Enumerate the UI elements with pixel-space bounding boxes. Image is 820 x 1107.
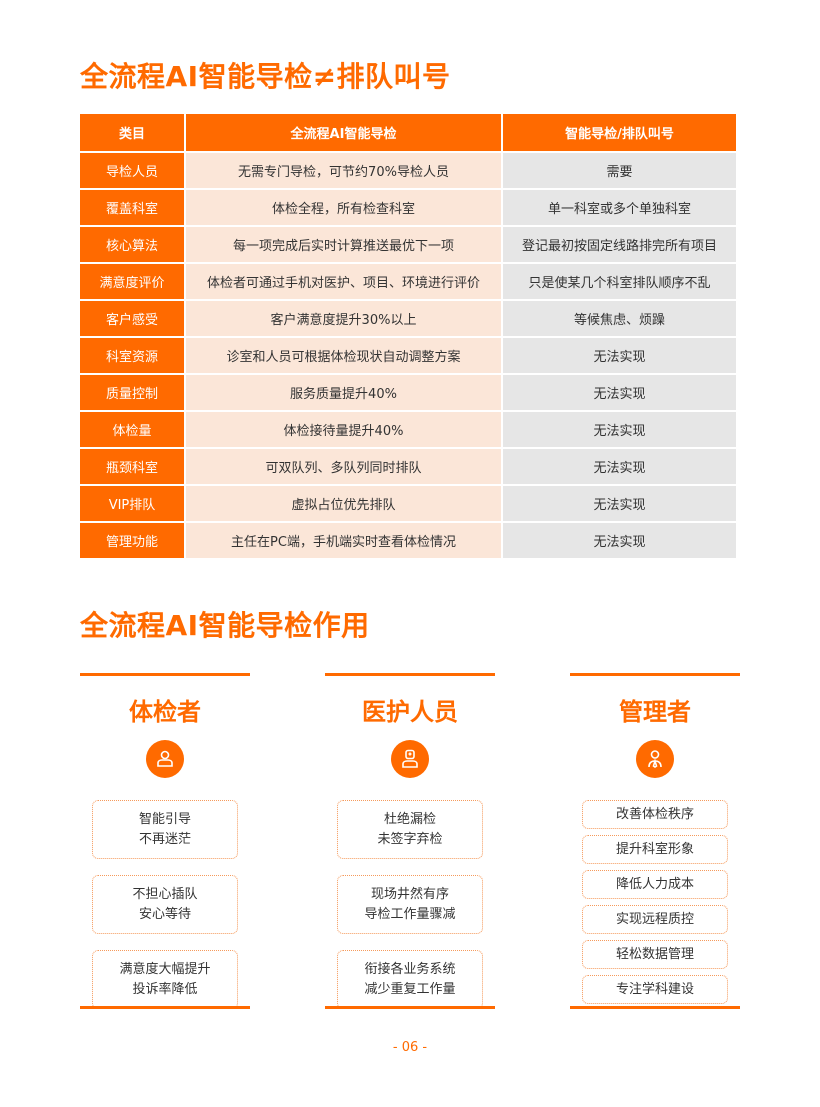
row-ai-guide-value: 无需专门导检，可节约70%导检人员 (186, 153, 501, 188)
row-ai-guide-value: 可双队列、多队列同时排队 (186, 449, 501, 484)
row-category: 瓶颈科室 (80, 449, 184, 484)
benefit-text: 满意度大幅提升 (119, 961, 211, 977)
benefit-text: 减少重复工作量 (364, 981, 456, 997)
row-ai-guide-value: 服务质量提升40% (186, 375, 501, 410)
doctor-icon (391, 740, 429, 778)
top-divider (80, 673, 250, 676)
benefit-card: 提升科室形象 (582, 835, 728, 864)
row-category: 覆盖科室 (80, 190, 184, 225)
row-queue-value: 无法实现 (503, 449, 736, 484)
benefit-text: 杜绝漏检 (383, 811, 436, 827)
benefit-card: 衔接各业务系统 减少重复工作量 (337, 950, 483, 1009)
row-queue-value: 需要 (503, 153, 736, 188)
user-icon (146, 740, 184, 778)
manager-icon (636, 740, 674, 778)
row-queue-value: 无法实现 (503, 338, 736, 373)
bottom-divider (570, 1006, 740, 1009)
row-queue-value: 无法实现 (503, 523, 736, 558)
table-row: 导检人员 无需专门导检，可节约70%导检人员 需要 (80, 153, 736, 188)
comparison-table: 类目 全流程AI智能导检 智能导检/排队叫号 导检人员 无需专门导检，可节约70%… (78, 112, 738, 560)
benefit-card: 专注学科建设 (582, 975, 728, 1004)
row-queue-value: 无法实现 (503, 412, 736, 447)
row-queue-value: 只是使某几个科室排队顺序不乱 (503, 264, 736, 299)
role-title: 医护人员 (362, 698, 458, 726)
role-column-medical-staff: 医护人员 杜绝漏检 未签字弃检 现场井然有序 导检工作量骤减 衔接各业务系统 减少重复工作… (325, 673, 495, 1025)
benefit-text: 投诉率降低 (132, 981, 198, 997)
benefit-card: 轻松数据管理 (582, 940, 728, 969)
benefit-text: 安心等待 (138, 906, 191, 922)
row-category: 客户感受 (80, 301, 184, 336)
bottom-divider (80, 1006, 250, 1009)
table-row: 科室资源 诊室和人员可根据体检现状自动调整方案 无法实现 (80, 338, 736, 373)
benefit-text: 现场井然有序 (370, 886, 449, 902)
section-title-comparison: 全流程AI智能导检≠排队叫号 (80, 60, 451, 93)
row-ai-guide-value: 体检接待量提升40% (186, 412, 501, 447)
header-queue: 智能导检/排队叫号 (503, 114, 736, 151)
row-queue-value: 等候焦虑、烦躁 (503, 301, 736, 336)
table-row: 覆盖科室 体检全程，所有检查科室 单一科室或多个单独科室 (80, 190, 736, 225)
benefit-text: 不再迷茫 (138, 831, 191, 847)
table-row: 质量控制 服务质量提升40% 无法实现 (80, 375, 736, 410)
row-ai-guide-value: 体检全程，所有检查科室 (186, 190, 501, 225)
row-category: 满意度评价 (80, 264, 184, 299)
row-ai-guide-value: 每一项完成后实时计算推送最优下一项 (186, 227, 501, 262)
benefit-card: 满意度大幅提升 投诉率降低 (92, 950, 238, 1009)
row-category: 导检人员 (80, 153, 184, 188)
role-column-manager: 管理者 改善体检秩序 提升科室形象 降低人力成本 实现远程质控 轻松数据管理 专注学科建设 (570, 673, 740, 1010)
table-row: 瓶颈科室 可双队列、多队列同时排队 无法实现 (80, 449, 736, 484)
row-ai-guide-value: 主任在PC端，手机端实时查看体检情况 (186, 523, 501, 558)
row-category: 体检量 (80, 412, 184, 447)
benefit-text: 提升科室形象 (615, 841, 694, 857)
benefit-text: 不担心插队 (132, 886, 198, 902)
benefit-text: 导检工作量骤减 (364, 906, 456, 922)
role-column-examinee: 体检者 智能引导不再迷茫不担心插队安心等待满意度大幅提升 投诉率降低 (80, 673, 250, 1025)
row-category: 核心算法 (80, 227, 184, 262)
top-divider (325, 673, 495, 676)
row-queue-value: 单一科室或多个单独科室 (503, 190, 736, 225)
table-row: 满意度评价 体检者可通过手机对医护、项目、环境进行评价 只是使某几个科室排队顺序不乱 (80, 264, 736, 299)
benefit-card: 降低人力成本 (582, 870, 728, 899)
benefit-card: 现场井然有序 导检工作量骤减 (337, 875, 483, 934)
role-title: 体检者 (129, 698, 201, 726)
benefit-text: 改善体检秩序 (615, 806, 694, 822)
section-title-roles: 全流程AI智能导检作用 (80, 609, 370, 642)
row-category: VIP排队 (80, 486, 184, 521)
row-ai-guide-value: 客户满意度提升30%以上 (186, 301, 501, 336)
bottom-divider (325, 1006, 495, 1009)
header-category: 类目 (80, 114, 184, 151)
table-row: 核心算法 每一项完成后实时计算推送最优下一项 登记最初按固定线路排完所有项目 (80, 227, 736, 262)
row-category: 质量控制 (80, 375, 184, 410)
row-ai-guide-value: 诊室和人员可根据体检现状自动调整方案 (186, 338, 501, 373)
table-row: 体检量 体检接待量提升40% 无法实现 (80, 412, 736, 447)
table-row: 客户感受 客户满意度提升30%以上 等候焦虑、烦躁 (80, 301, 736, 336)
benefit-card: 实现远程质控 (582, 905, 728, 934)
row-category: 科室资源 (80, 338, 184, 373)
top-divider (570, 673, 740, 676)
table-row: VIP排队 虚拟占位优先排队 无法实现 (80, 486, 736, 521)
benefit-text: 降低人力成本 (615, 876, 694, 892)
role-title: 管理者 (619, 698, 691, 726)
header-ai-guide: 全流程AI智能导检 (186, 114, 501, 151)
row-ai-guide-value: 体检者可通过手机对医护、项目、环境进行评价 (186, 264, 501, 299)
benefit-card: 杜绝漏检 未签字弃检 (337, 800, 483, 859)
row-ai-guide-value: 虚拟占位优先排队 (186, 486, 501, 521)
benefit-card: 改善体检秩序 (582, 800, 728, 829)
benefit-text: 轻松数据管理 (615, 946, 694, 962)
benefit-card: 不担心插队 安心等待 (92, 875, 238, 934)
benefit-text: 专注学科建设 (615, 981, 694, 997)
benefit-text: 未签字弃检 (377, 831, 443, 847)
page-number: - 06 - (392, 1040, 428, 1055)
row-category: 管理功能 (80, 523, 184, 558)
row-queue-value: 无法实现 (503, 486, 736, 521)
benefit-text: 实现远程质控 (615, 911, 694, 927)
benefit-card: 智能引导 不再迷茫 (92, 800, 238, 859)
benefit-text: 智能引导 (138, 811, 191, 827)
row-queue-value: 无法实现 (503, 375, 736, 410)
benefit-text: 衔接各业务系统 (364, 961, 456, 977)
row-queue-value: 登记最初按固定线路排完所有项目 (503, 227, 736, 262)
table-row: 管理功能 主任在PC端，手机端实时查看体检情况 无法实现 (80, 523, 736, 558)
